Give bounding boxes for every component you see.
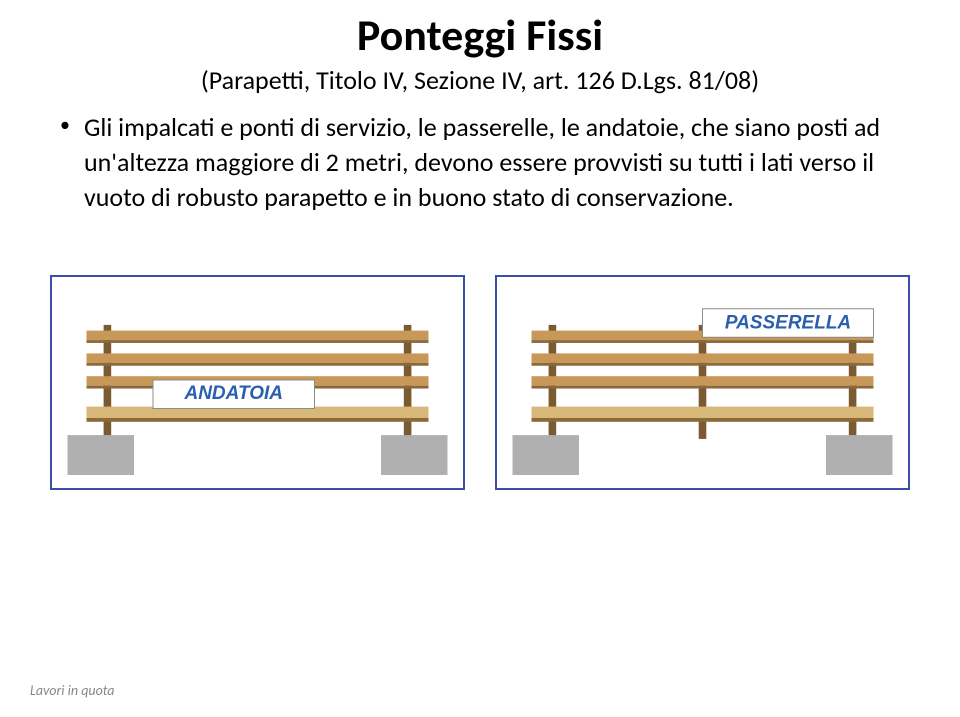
page-subtitle: (Parapetti, Titolo IV, Sezione IV, art. … (0, 64, 960, 96)
passerella-label: PASSERELLA (725, 313, 851, 334)
diagram-andatoia: ANDATOIA (50, 275, 465, 490)
bullet-item: • Gli impalcati e ponti di servizio, le … (60, 110, 900, 215)
andatoia-label: ANDATOIA (183, 383, 283, 404)
bullet-text: Gli impalcati e ponti di servizio, le pa… (84, 110, 900, 215)
bullet-section: • Gli impalcati e ponti di servizio, le … (0, 96, 960, 215)
andatoia-illustration: ANDATOIA (60, 285, 455, 475)
diagram-passerella: PASSERELLA (495, 275, 910, 490)
passerella-illustration: PASSERELLA (505, 285, 900, 475)
diagrams-row: ANDATOIA PASSERELLA (0, 215, 960, 490)
bullet-marker: • (60, 112, 70, 139)
page-title: Ponteggi Fissi (0, 0, 960, 62)
footer-text: Lavori in quota (30, 682, 114, 699)
